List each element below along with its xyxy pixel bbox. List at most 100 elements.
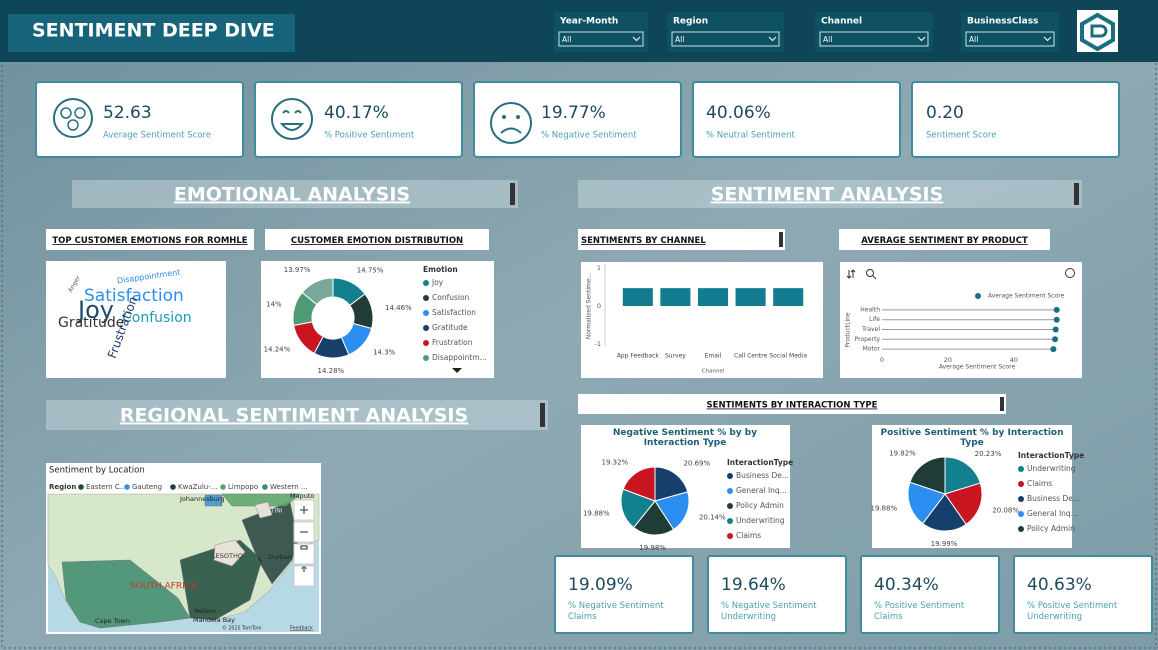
kpi-value: 40.63% xyxy=(1027,575,1092,595)
legend-swatch xyxy=(423,355,429,361)
y-tick-label: Health xyxy=(860,306,880,313)
legend-label: Eastern C... xyxy=(86,483,126,491)
icon xyxy=(490,102,532,144)
kpi-card: 40.63% % Positive Sentiment Underwriting xyxy=(1013,555,1153,634)
lollipop xyxy=(882,336,1059,343)
lollipop xyxy=(882,326,1059,333)
legend-swatch xyxy=(1018,496,1024,502)
map-control-icon xyxy=(301,566,307,572)
value-label: 13.97% xyxy=(284,266,311,274)
legend-label: Limpopo xyxy=(228,483,258,491)
x-tick-label: Social Media xyxy=(769,353,807,360)
slice xyxy=(944,482,983,526)
y-tick-label: Property xyxy=(855,336,881,343)
kpi-value: 19.77% xyxy=(541,103,606,123)
kpi-card xyxy=(911,81,1120,158)
filter-label: Channel xyxy=(821,17,862,27)
bar xyxy=(697,288,729,306)
legend-label: Joy xyxy=(431,278,444,287)
slice xyxy=(620,488,656,529)
legend-swatch xyxy=(727,488,733,494)
legend-label: Underwriting xyxy=(736,516,785,525)
map-attribution: Feedback xyxy=(290,626,313,632)
icon xyxy=(67,119,79,131)
legend-label: General Inq... xyxy=(736,486,787,495)
panel-title: AVERAGE SENTIMENT BY PRODUCT xyxy=(861,236,1028,246)
panel-title: SENTIMENTS BY CHANNEL xyxy=(581,236,706,246)
legend-label: Policy Admin xyxy=(1027,524,1075,533)
map-region xyxy=(61,559,191,629)
legend-label: Claims xyxy=(736,531,761,540)
kpi-card xyxy=(692,81,901,158)
map-label: ESWATINI xyxy=(254,508,283,515)
section-bar xyxy=(540,403,545,427)
map-attribution: © 2025 TomTom xyxy=(222,625,262,632)
toolbar-icon xyxy=(846,269,856,279)
map-title: Sentiment by Location xyxy=(49,466,145,476)
panel-header xyxy=(265,229,489,250)
value-label: 19.88% xyxy=(871,505,898,513)
slice xyxy=(632,500,675,536)
kpi-label: Sentiment Score xyxy=(926,131,996,141)
legend-label: KwaZulu-... xyxy=(178,483,217,491)
legend-swatch xyxy=(727,533,733,539)
legend-swatch xyxy=(975,293,981,299)
legend-title: InteractionType xyxy=(727,458,793,467)
map-border xyxy=(254,501,273,519)
legend-scroll xyxy=(452,368,462,373)
value-label: 20.08% xyxy=(992,506,1019,514)
value-label: 14.24% xyxy=(264,345,291,353)
legend-label: Disappointm... xyxy=(432,353,487,362)
kpi-label: % Positive Sentiment Underwriting xyxy=(1027,601,1118,622)
map-label: Mandela Bay xyxy=(193,616,235,624)
map-control-icon xyxy=(300,506,308,514)
slice xyxy=(301,277,334,306)
slice xyxy=(654,491,690,531)
filter-dropdown[interactable] xyxy=(671,31,780,47)
legend-label: Gauteng xyxy=(132,483,162,491)
legend-swatch xyxy=(78,484,84,490)
map-control[interactable] xyxy=(293,565,315,587)
x-tick-label: Email xyxy=(705,353,722,360)
filter-value: All xyxy=(562,35,571,44)
value-label: 20.69% xyxy=(683,460,710,468)
legend-swatch xyxy=(262,484,268,490)
legend-swatch xyxy=(1018,481,1024,487)
section-heading: REGIONAL SENTIMENT ANALYSIS xyxy=(120,405,468,427)
legend-swatch xyxy=(1018,526,1024,532)
section-heading: SENTIMENT ANALYSIS xyxy=(711,184,944,206)
kpi-card xyxy=(473,81,682,158)
map-control[interactable] xyxy=(293,543,315,565)
map-label: Johannesburg xyxy=(179,495,225,503)
y-tick-label: 1 xyxy=(597,264,601,272)
panel-header xyxy=(578,229,785,250)
filter-chevron xyxy=(1043,36,1052,42)
legend-label: Business De... xyxy=(736,471,789,480)
lollipop-dot xyxy=(1050,346,1057,353)
filter-dropdown[interactable] xyxy=(558,31,644,47)
map-border xyxy=(213,539,246,567)
toolbar-icon xyxy=(872,275,877,280)
slice xyxy=(944,456,981,495)
kpi-card xyxy=(35,81,244,158)
kpi-card: 19.64% % Negative Sentiment Underwriting xyxy=(707,555,847,634)
filter-label: Region xyxy=(673,17,708,27)
filter-dropdown[interactable] xyxy=(965,31,1055,47)
x-axis-title: Average Sentiment Score xyxy=(939,364,1016,371)
filter-dropdown[interactable] xyxy=(819,31,929,47)
value-label: 20.23% xyxy=(975,450,1002,458)
word: Confusion xyxy=(122,310,192,326)
y-tick-label: Travel xyxy=(861,326,880,333)
value-label: 14.3% xyxy=(373,349,396,357)
bar xyxy=(773,288,804,306)
value-label: 14.46% xyxy=(385,304,412,312)
legend-swatch xyxy=(423,280,429,286)
y-axis-title: Normalized Sentime... xyxy=(586,273,593,340)
slice xyxy=(921,493,967,532)
legend-swatch xyxy=(423,325,429,331)
visual-box xyxy=(581,262,823,378)
legend-swatch xyxy=(727,518,733,524)
word: Satisfaction xyxy=(84,286,184,306)
